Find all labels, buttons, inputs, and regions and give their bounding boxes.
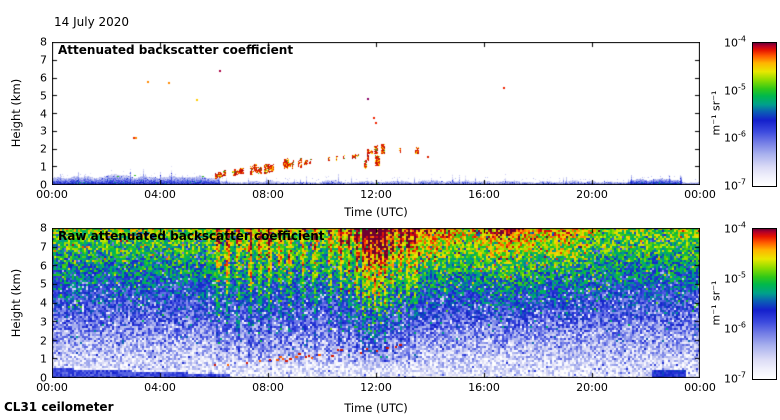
colorbar-tick-exponent: -5 [738,270,746,280]
y-tick-label: 1 [40,352,47,366]
x-tick-label: 08:00 [252,381,284,394]
y-tick-label: 5 [40,89,47,103]
colorbar-top [752,42,777,187]
y-tick-label: 0 [40,371,47,385]
y-tick-label: 1 [40,160,47,174]
attenuated-panel-title: Attenuated backscatter coefficient [58,43,294,57]
x-tick-label: 08:00 [252,188,284,201]
y-tick-label: 7 [40,53,47,67]
x-tick-label: 20:00 [576,381,608,394]
x-tick-label: 12:00 [360,188,392,201]
colorbar-tick-label: 10-6 [724,320,746,336]
x-tick-label: 04:00 [144,188,176,201]
x-tick-label: 16:00 [468,188,500,201]
x-tick-label: 20:00 [576,188,608,201]
colorbar-tick-label: 10-5 [724,270,746,286]
y-tick-label: 8 [40,221,47,235]
x-tick-label: 00:00 [684,381,716,394]
height-axis-label-bottom: Height (km) [9,268,23,338]
colorbar-tick-exponent: -7 [738,370,746,380]
colorbar-tick-exponent: -6 [738,130,746,139]
raw-backscatter-heatmap [52,228,700,378]
raw-panel-title: Raw attenuated backscatter coefficient [58,229,325,243]
x-tick-label: 00:00 [36,188,68,201]
y-tick-label: 0 [40,178,47,192]
colorbar-tick-label: 10-6 [724,130,746,145]
colorbar-bottom [752,228,777,380]
colorbar-unit-bottom: m⁻¹ sr⁻¹ [709,280,723,326]
colorbar-tick-label: 10-7 [724,177,746,193]
colorbar-tick-exponent: -6 [738,320,746,330]
y-tick-label: 6 [40,259,47,272]
x-tick-label: 00:00 [684,188,716,201]
y-tick-label: 4 [40,296,47,310]
colorbar-tick-label: 10-4 [724,34,746,50]
y-tick-label: 6 [40,71,47,85]
date-title: 14 July 2020 [54,15,130,29]
colorbar-unit-top: m⁻¹ sr⁻¹ [709,90,723,136]
x-tick-label: 00:00 [36,381,68,394]
colorbar-tick-exponent: -4 [738,220,746,230]
x-tick-label: 16:00 [468,381,500,394]
colorbar-tick-label: 10-4 [724,220,746,236]
colorbar-tick-exponent: -7 [738,177,746,187]
time-axis-label-bottom: Time (UTC) [344,401,408,415]
colorbar-tick-label: 10-7 [724,370,746,386]
y-tick-label: 3 [40,315,47,329]
y-tick-label: 8 [40,35,47,49]
y-tick-label: 5 [40,277,47,291]
instrument-label: CL31 ceilometer [4,400,114,414]
raw-panel: Raw attenuated backscatter coefficient [52,228,700,378]
time-axis-label-top: Time (UTC) [344,205,408,219]
colorbar-tick-exponent: -4 [738,34,746,44]
x-tick-label: 12:00 [360,381,392,394]
y-tick-label: 2 [40,334,47,347]
x-tick-label: 04:00 [144,381,176,394]
attenuated-panel: Attenuated backscatter coefficient [52,42,700,185]
colorbar-tick-label: 10-5 [724,82,746,97]
y-tick-label: 4 [40,107,47,120]
y-tick-label: 2 [40,142,47,156]
colorbar-tick-exponent: -5 [738,82,746,92]
height-axis-label-top: Height (km) [9,78,23,148]
y-tick-label: 7 [40,240,47,254]
y-tick-label: 3 [40,124,47,138]
attenuated-backscatter-heatmap [52,42,700,185]
